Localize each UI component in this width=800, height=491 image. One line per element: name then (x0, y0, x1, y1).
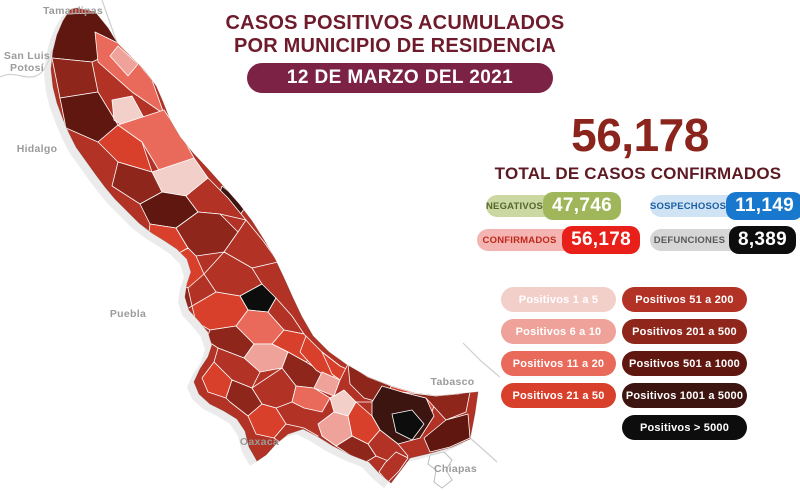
veracruz-choropleth-map (0, 0, 500, 489)
legend-item-1001-5000: Positivos 1001 a 5000 (622, 383, 747, 408)
date-banner: 12 DE MARZO DEL 2021 (247, 63, 553, 93)
badge-sospechosos-label: SOSPECHOSOS (650, 200, 727, 212)
page-title-line1: CASOS POSITIVOS ACUMULADOS (225, 12, 565, 34)
badge-negativos: NEGATIVOS 47,746 (486, 192, 621, 220)
badge-negativos-value: 47,746 (543, 192, 621, 220)
legend-item-21-50: Positivos 21 a 50 (501, 383, 616, 408)
total-confirmed-label: TOTAL DE CASOS CONFIRMADOS (494, 164, 782, 183)
state-label-tamaulipas: Tamaulipas (43, 5, 103, 17)
badge-defunciones: DEFUNCIONES 8,389 (650, 226, 796, 254)
badge-defunciones-label: DEFUNCIONES (653, 234, 726, 246)
state-label-tabasco: Tabasco (430, 376, 475, 388)
legend-item-201-500: Positivos 201 a 500 (622, 319, 747, 344)
state-label-san-luis: San Luis (3, 50, 51, 62)
legend-item-501-1000: Positivos 501 a 1000 (622, 351, 747, 376)
badge-negativos-label: NEGATIVOS (486, 200, 544, 212)
total-confirmed-value: 56,178 (571, 109, 709, 161)
badge-confirmados: CONFIRMADOS 56,178 (477, 226, 640, 254)
page-title: CASOS POSITIVOS ACUMULADOS POR MUNICIPIO… (225, 12, 565, 58)
legend-item-1-5: Positivos 1 a 5 (501, 287, 616, 312)
legend-item-11-20: Positivos 11 a 20 (501, 351, 616, 376)
legend-item-6-10: Positivos 6 a 10 (501, 319, 616, 344)
chiapas-outline (427, 451, 453, 489)
state-label-chiapas: Chiapas (434, 463, 477, 475)
badge-confirmados-value: 56,178 (562, 226, 640, 254)
badge-sospechosos: SOSPECHOSOS 11,149 (650, 192, 800, 220)
state-label-oaxaca: Oaxaca (239, 436, 280, 448)
badge-confirmados-label: CONFIRMADOS (482, 234, 557, 246)
badge-sospechosos-value: 11,149 (726, 192, 800, 220)
legend-item-51-200: Positivos 51 a 200 (622, 287, 747, 312)
state-label-hidalgo: Hidalgo (16, 143, 58, 155)
page-title-line2: POR MUNICIPIO DE RESIDENCIA (233, 35, 557, 58)
state-label-potosi: Potosí (10, 62, 44, 74)
legend-item-gt-5000: Positivos > 5000 (622, 415, 747, 440)
badge-defunciones-value: 8,389 (728, 226, 796, 254)
state-label-puebla: Puebla (109, 308, 147, 320)
municipality-patches (51, 11, 471, 483)
